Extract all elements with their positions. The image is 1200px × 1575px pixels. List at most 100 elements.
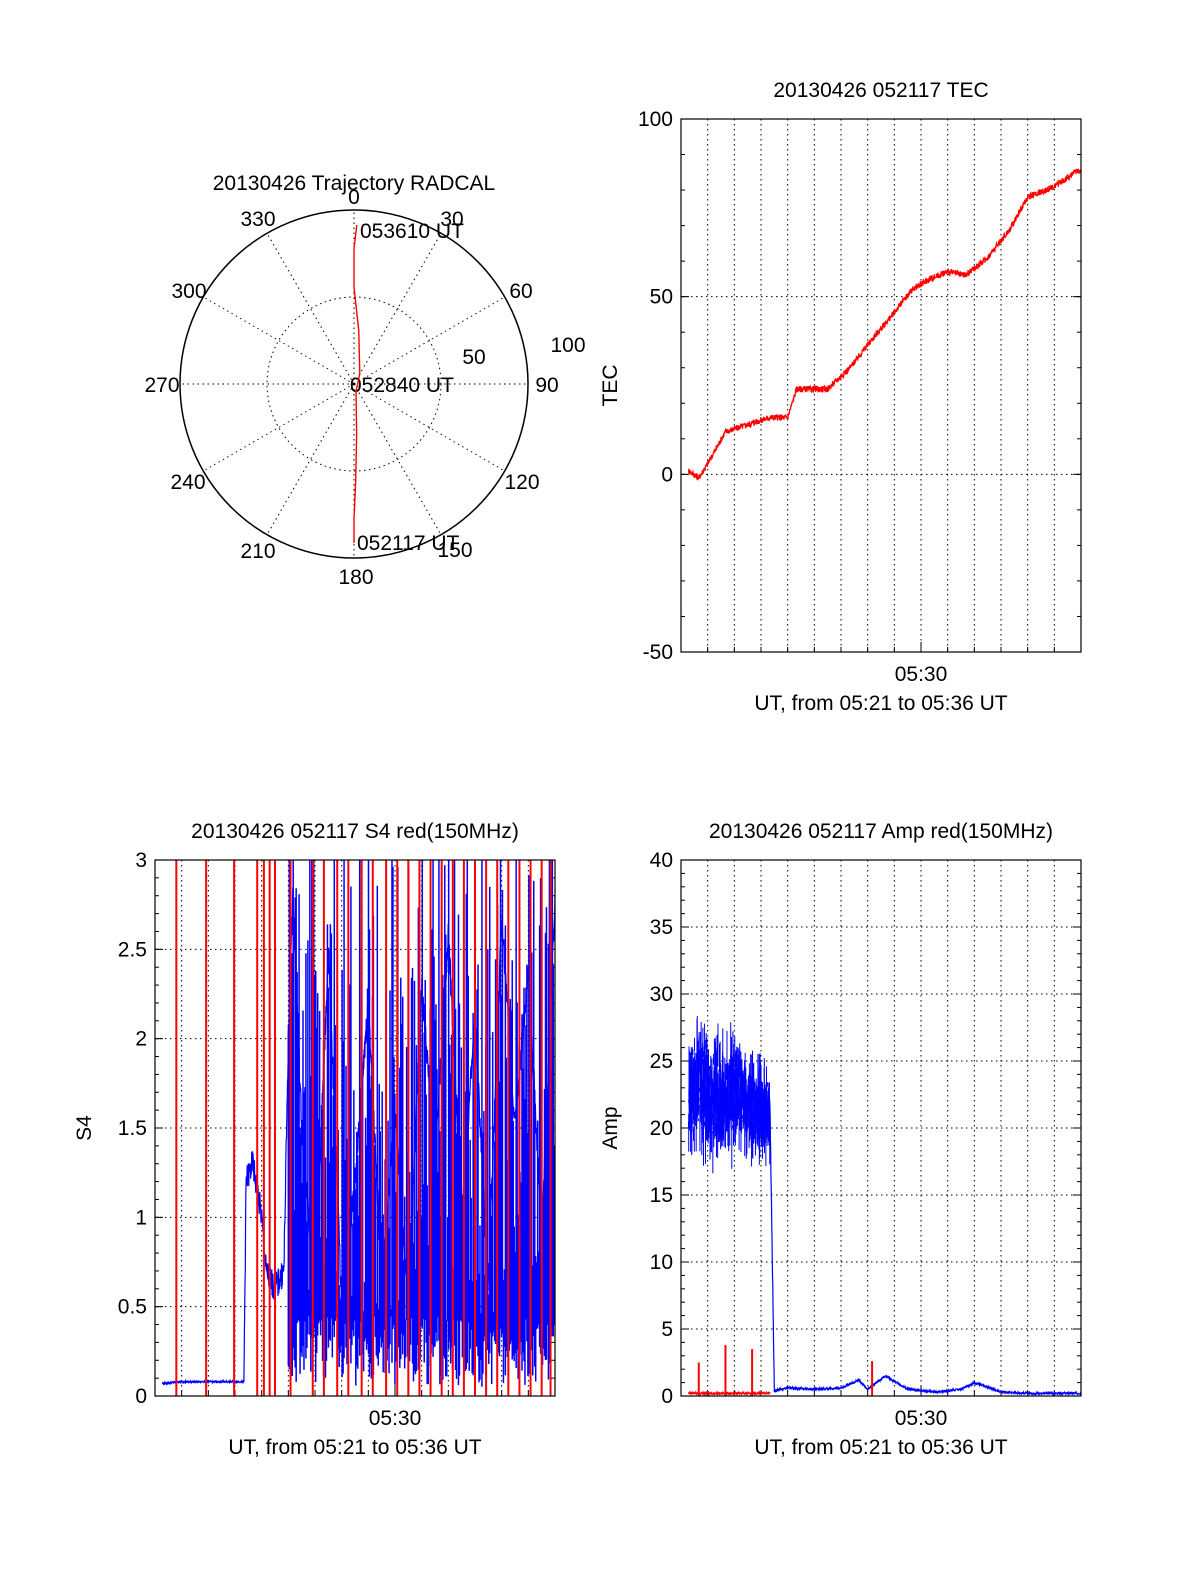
- angle-tick-label: 150: [437, 539, 472, 562]
- angle-tick-label: 300: [171, 280, 206, 303]
- data-point: [907, 1388, 909, 1390]
- grid-spoke: [353, 233, 442, 385]
- angle-tick-label: 0: [348, 186, 360, 209]
- data-point: [747, 424, 749, 426]
- y-tick-label: 30: [650, 983, 673, 1006]
- x-axis-label: UT, from 05:21 to 05:36 UT: [754, 692, 1007, 715]
- y-tick-label: 0: [661, 463, 673, 486]
- data-point: [987, 257, 989, 259]
- chart-title: 20130426 Trajectory RADCAL: [213, 172, 496, 195]
- data-point: [252, 1163, 254, 1165]
- data-point: [698, 477, 700, 479]
- data-point: [796, 388, 798, 390]
- trajectory-point: [353, 541, 355, 544]
- data-point: [840, 1387, 842, 1389]
- data-point: [1000, 1391, 1002, 1393]
- polar-frame: [179, 209, 529, 559]
- chart-title: 20130426 052117 TEC: [773, 79, 988, 102]
- data-point: [911, 289, 913, 291]
- grid-spoke: [266, 383, 355, 535]
- data-point: [688, 470, 690, 472]
- grid-circle: [266, 296, 442, 472]
- y-tick-label: 1.5: [118, 1117, 147, 1140]
- data-point: [243, 1381, 245, 1383]
- x-axis-label: UT, from 05:21 to 05:36 UT: [228, 1436, 481, 1459]
- trajectory-line: [353, 225, 361, 543]
- data-point: [813, 1388, 815, 1390]
- data-point: [933, 1391, 935, 1393]
- data-point: [929, 278, 931, 280]
- trajectory-point: [356, 433, 358, 435]
- annotation-label: 052840 UT: [350, 374, 454, 397]
- data-point: [773, 1390, 775, 1392]
- data-point: [769, 1392, 771, 1394]
- y-tick-label: 10: [650, 1251, 673, 1274]
- y-tick-label: 1: [135, 1206, 147, 1229]
- data-point: [207, 1381, 209, 1383]
- axes-frame: [680, 118, 1082, 653]
- data-point: [769, 416, 771, 418]
- data-point: [265, 1270, 267, 1272]
- y-tick-label: 50: [650, 286, 673, 309]
- plot-area: [162, 860, 555, 1396]
- x-tick-label: 05:30: [369, 1407, 422, 1430]
- y-axis-label: Amp: [599, 1106, 622, 1149]
- x-tick-label: 05:30: [895, 1407, 948, 1430]
- angle-tick-label: 210: [240, 540, 275, 563]
- y-tick-label: 0: [661, 1385, 673, 1408]
- angle-tick-label: 270: [144, 374, 179, 397]
- data-point: [1009, 228, 1011, 230]
- radius-tick-label: 50: [462, 346, 485, 369]
- data-point: [849, 367, 851, 369]
- data-point: [889, 317, 891, 319]
- data-point: [514, 1127, 516, 1129]
- data-point: [1027, 196, 1029, 198]
- data-point: [787, 1387, 789, 1389]
- y-axis-label: S4: [73, 1115, 96, 1141]
- axes-frame: [154, 859, 556, 1397]
- series-line-red: [688, 168, 1081, 481]
- angle-tick-label: 60: [509, 280, 532, 303]
- grid-spoke: [353, 383, 442, 535]
- data-point: [1053, 186, 1055, 188]
- data-point: [283, 1270, 285, 1272]
- data-point: [827, 388, 829, 390]
- trajectory-point: [353, 286, 355, 288]
- chart-title: 20130426 052117 S4 red(150MHz): [191, 820, 519, 843]
- data-point: [867, 1388, 869, 1390]
- annotation-label: 052117 UT: [357, 532, 460, 555]
- data-point: [884, 1375, 886, 1377]
- grid-spoke: [203, 296, 355, 385]
- data-point: [301, 1127, 303, 1129]
- y-tick-label: 35: [650, 916, 673, 939]
- data-point: [1053, 1392, 1055, 1394]
- series-line-red: [688, 1390, 771, 1396]
- trajectory-point: [356, 224, 358, 227]
- data-point: [973, 1382, 975, 1384]
- grid-spoke: [203, 383, 355, 472]
- x-tick-label: 05:30: [895, 663, 948, 686]
- radius-tick-label: 100: [550, 334, 585, 357]
- data-point: [162, 1382, 164, 1384]
- x-axis-label: UT, from 05:21 to 05:36 UT: [754, 1436, 1007, 1459]
- y-tick-label: 25: [650, 1050, 673, 1073]
- data-point: [181, 1381, 183, 1383]
- y-tick-label: 3: [135, 849, 147, 872]
- angle-tick-label: 30: [440, 208, 463, 231]
- data-point: [947, 271, 949, 273]
- y-tick-label: -50: [643, 641, 673, 664]
- data-point: [804, 388, 806, 390]
- data-point: [858, 1379, 860, 1381]
- trajectory-point: [355, 390, 357, 393]
- chart-title: 20130426 052117 Amp red(150MHz): [709, 820, 1053, 843]
- data-point: [261, 1216, 263, 1218]
- grid-spoke: [353, 296, 505, 385]
- trajectory-point: [359, 373, 361, 375]
- trajectory-point: [355, 480, 357, 482]
- data-point: [787, 416, 789, 418]
- trajectory-point: [358, 329, 360, 331]
- y-tick-label: 5: [661, 1318, 673, 1341]
- y-tick-label: 20: [650, 1117, 673, 1140]
